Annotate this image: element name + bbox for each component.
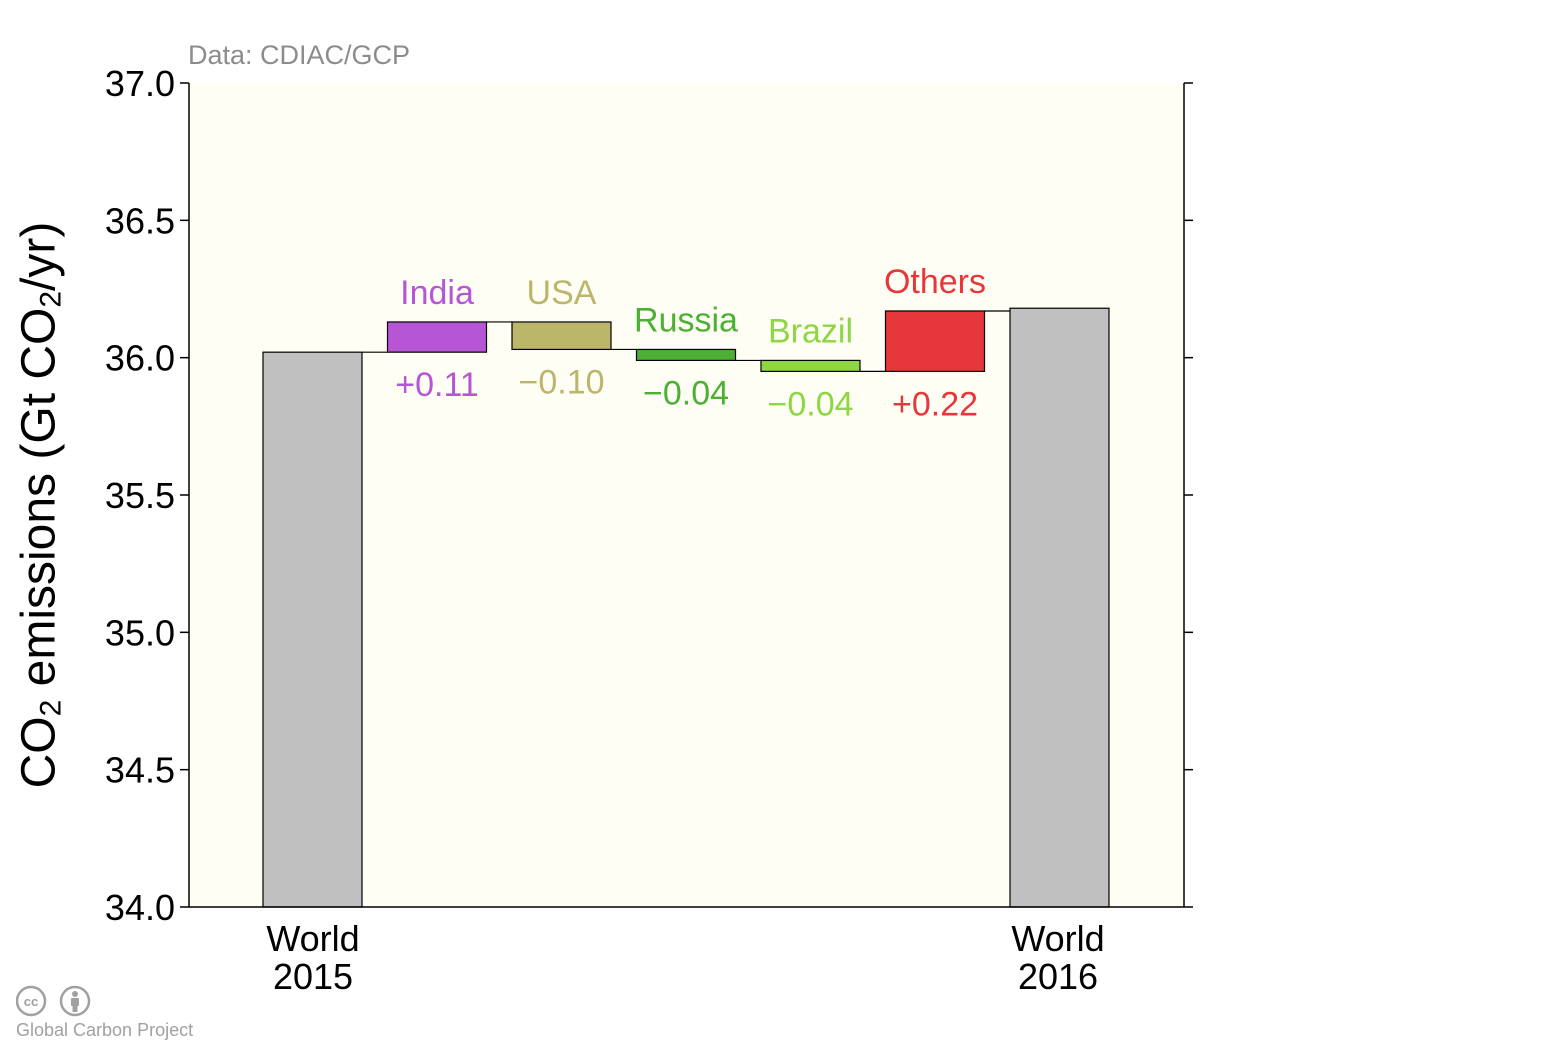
cc-license-icons: cc [15, 985, 96, 1022]
credit-text: Global Carbon Project [16, 1020, 194, 1040]
y-axis-label: CO2 emissions (Gt CO2/yr) [12, 221, 68, 789]
y-tick-label: 34.5 [105, 750, 175, 791]
svg-text:cc: cc [24, 994, 38, 1009]
bar-name-label: Brazil [768, 312, 853, 350]
bar-name-label: Others [884, 263, 986, 301]
bar-india [386, 321, 488, 353]
y-tick-label: 36.0 [105, 338, 175, 379]
bar-value-label: −0.04 [767, 385, 853, 423]
bar-name-label: India [400, 274, 474, 312]
data-source-note: Data: CDIAC/GCP [188, 40, 411, 70]
x-tick-world-2016: World 2016 [1011, 920, 1104, 996]
bar-name-label: USA [527, 274, 597, 312]
bar-value-label: +0.22 [892, 385, 978, 423]
bar-name-label: Russia [634, 301, 738, 339]
x-tick-line: World [1011, 918, 1105, 959]
bar-brazil [760, 359, 861, 372]
bar-russia [635, 348, 737, 362]
bar-usa [511, 321, 612, 351]
cc-icon: cc [15, 985, 47, 1017]
x-tick-line: World [266, 918, 360, 959]
bar-world-2015 [262, 351, 363, 908]
attribution-person-icon [59, 985, 91, 1017]
y-tick-label: 37.0 [105, 63, 175, 104]
bar-value-label: −0.10 [518, 363, 604, 401]
y-tick-label: 35.5 [105, 475, 175, 516]
y-tick-label: 35.0 [105, 612, 175, 653]
y-tick-label: 36.5 [105, 200, 175, 241]
bar-value-label: −0.04 [643, 374, 729, 412]
y-tick-label: 34.0 [105, 887, 175, 928]
bar-value-label: +0.11 [395, 366, 479, 404]
x-tick-line: 2016 [1017, 956, 1099, 997]
x-tick-world-2015: World 2015 [266, 920, 359, 996]
x-tick-line: 2015 [272, 956, 354, 997]
bar-others [884, 310, 986, 372]
bar-world-2016 [1009, 307, 1110, 908]
